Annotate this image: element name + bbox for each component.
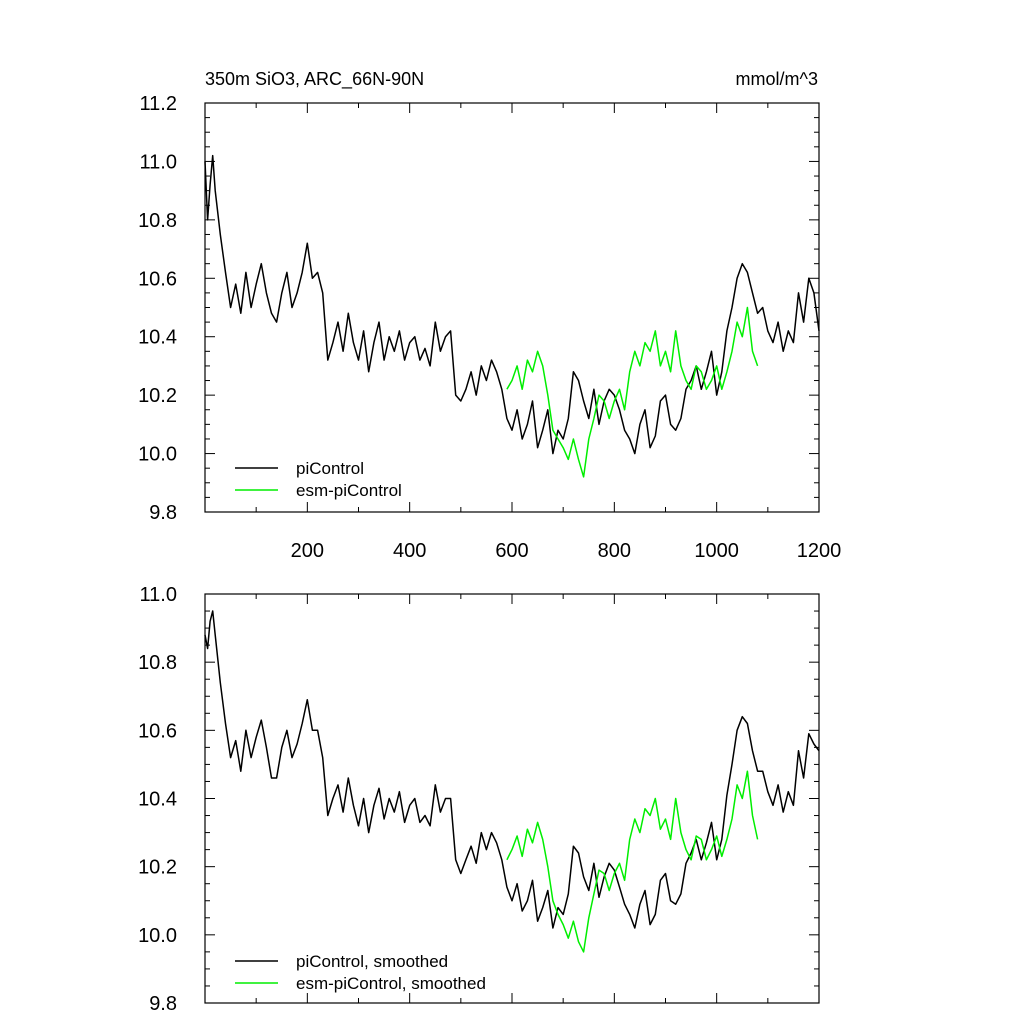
x-tick-label: 200 xyxy=(291,540,324,562)
series-line-picontrol-smoothed xyxy=(204,610,820,929)
y-tick-label: 11.2 xyxy=(140,93,177,115)
y-tick-label: 9.8 xyxy=(149,502,177,524)
legend: piControl, smoothed esm-piControl, smoot… xyxy=(235,952,486,993)
y-tick-label: 10.8 xyxy=(138,652,177,674)
y-tick-label: 10.2 xyxy=(138,857,177,879)
y-tick-label: 11.0 xyxy=(140,151,177,173)
x-tick-label: 1200 xyxy=(797,540,842,562)
legend-label-picontrol: piControl xyxy=(296,459,364,478)
chart-title: 350m SiO3, ARC_66N-90N xyxy=(205,69,424,90)
tick-marks xyxy=(205,593,820,1004)
series-group xyxy=(204,610,820,953)
y-tick-label: 11.0 xyxy=(140,584,177,606)
legend-label-esm-picontrol: esm-piControl xyxy=(296,481,402,500)
series-line-esm-picontrol xyxy=(506,306,759,478)
y-tick-label: 10.0 xyxy=(138,925,177,947)
y-tick-labels: 9.8 10.0 10.2 10.4 10.6 10.8 11.0 11.2 xyxy=(138,93,177,524)
y-tick-label: 10.4 xyxy=(138,327,177,349)
y-tick-labels: 9.8 10.0 10.2 10.4 10.6 10.8 11.0 xyxy=(138,584,177,1015)
y-tick-label: 10.4 xyxy=(138,789,177,811)
legend-label-esm-picontrol-smoothed: esm-piControl, smoothed xyxy=(296,974,486,993)
x-tick-label: 400 xyxy=(393,540,426,562)
y-tick-label: 10.6 xyxy=(138,268,177,290)
chart-panel-top: 350m SiO3, ARC_66N-90N mmol/m^3 9.8 10.0 1… xyxy=(138,69,841,562)
series-line-esm-picontrol-smoothed xyxy=(506,770,759,953)
y-tick-label: 9.8 xyxy=(149,993,177,1015)
legend-label-picontrol-smoothed: piControl, smoothed xyxy=(296,952,448,971)
y-tick-label: 10.8 xyxy=(138,210,177,232)
chart-panel-bottom: 9.8 10.0 10.2 10.4 10.6 10.8 11.0 piControl, s… xyxy=(138,584,820,1015)
x-tick-labels: 200 400 600 800 1000 1200 xyxy=(291,540,842,562)
y-tick-label: 10.6 xyxy=(138,720,177,742)
plot-frame xyxy=(204,593,820,1004)
y-tick-label: 10.0 xyxy=(138,444,177,466)
x-tick-label: 1000 xyxy=(694,540,739,562)
y-tick-label: 10.2 xyxy=(138,385,177,407)
series-group xyxy=(204,154,820,478)
units-label: mmol/m^3 xyxy=(736,69,818,89)
plot-frame xyxy=(204,102,820,513)
x-tick-label: 800 xyxy=(598,540,631,562)
legend: piControl esm-piControl xyxy=(235,459,402,500)
series-line-picontrol xyxy=(204,154,820,455)
tick-marks xyxy=(205,102,820,513)
x-tick-label: 600 xyxy=(495,540,528,562)
